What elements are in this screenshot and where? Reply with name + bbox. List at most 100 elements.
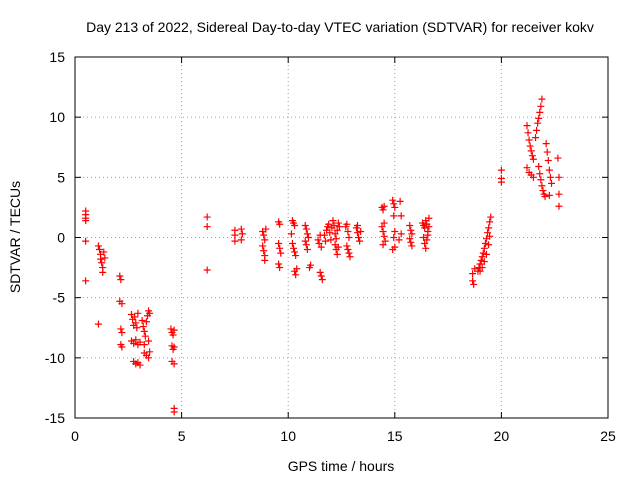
data-point bbox=[138, 317, 146, 325]
data-point bbox=[390, 212, 398, 220]
data-point bbox=[146, 309, 154, 317]
data-point bbox=[142, 318, 150, 326]
data-point bbox=[306, 264, 314, 272]
data-point bbox=[470, 280, 478, 288]
data-point bbox=[140, 327, 148, 335]
data-point bbox=[525, 136, 533, 144]
data-point bbox=[116, 272, 124, 280]
data-point bbox=[170, 360, 178, 368]
data-point bbox=[139, 323, 147, 331]
data-points bbox=[82, 95, 563, 416]
data-point bbox=[170, 408, 178, 416]
data-point bbox=[170, 343, 178, 351]
y-axis-label: SDTVAR / TECUs bbox=[7, 181, 23, 293]
data-point bbox=[301, 221, 309, 229]
data-point bbox=[480, 258, 488, 266]
data-point bbox=[302, 241, 310, 249]
data-point bbox=[484, 229, 492, 237]
data-point bbox=[136, 361, 144, 369]
data-point bbox=[331, 230, 339, 238]
data-point bbox=[332, 235, 340, 243]
x-tick-label: 0 bbox=[71, 428, 79, 444]
x-tick-label: 10 bbox=[280, 428, 296, 444]
data-point bbox=[325, 220, 333, 228]
data-point bbox=[476, 260, 484, 268]
data-point bbox=[101, 254, 109, 262]
data-point bbox=[345, 234, 353, 241]
data-point bbox=[536, 170, 544, 178]
data-point bbox=[397, 230, 405, 238]
data-point bbox=[99, 268, 107, 276]
data-point bbox=[318, 276, 326, 284]
data-point bbox=[343, 220, 351, 228]
data-point bbox=[343, 242, 351, 250]
data-point bbox=[535, 163, 543, 171]
data-point bbox=[390, 200, 398, 208]
data-point bbox=[391, 203, 399, 211]
x-tick-label: 15 bbox=[387, 428, 403, 444]
data-point bbox=[231, 237, 239, 245]
data-point bbox=[544, 156, 552, 164]
data-point bbox=[545, 166, 553, 174]
data-point bbox=[546, 173, 554, 181]
data-point bbox=[132, 336, 140, 344]
data-point bbox=[537, 176, 545, 184]
data-point bbox=[320, 231, 328, 239]
data-point bbox=[140, 341, 148, 349]
data-point bbox=[407, 238, 415, 246]
data-point bbox=[532, 134, 540, 142]
data-point bbox=[408, 242, 416, 250]
data-point bbox=[379, 227, 387, 235]
data-point bbox=[356, 237, 364, 245]
data-point bbox=[379, 206, 387, 214]
data-point bbox=[276, 264, 284, 272]
data-point bbox=[134, 309, 142, 317]
data-point bbox=[276, 244, 284, 252]
data-point bbox=[117, 276, 125, 284]
data-point bbox=[543, 148, 551, 156]
data-point bbox=[378, 223, 386, 231]
data-point bbox=[523, 164, 531, 172]
data-point bbox=[303, 246, 311, 254]
data-point bbox=[390, 234, 398, 241]
data-point bbox=[344, 246, 352, 254]
data-point bbox=[276, 220, 284, 228]
x-tick-label: 5 bbox=[178, 428, 186, 444]
data-point bbox=[291, 248, 299, 256]
data-point bbox=[292, 271, 300, 279]
data-point bbox=[526, 142, 534, 150]
plot-frame bbox=[74, 56, 609, 419]
data-point bbox=[421, 224, 429, 232]
data-point bbox=[397, 212, 405, 220]
data-point bbox=[130, 339, 138, 347]
data-point bbox=[317, 243, 325, 251]
x-tick-label: 20 bbox=[494, 428, 510, 444]
data-point bbox=[425, 223, 433, 231]
data-point bbox=[327, 236, 335, 244]
data-point bbox=[100, 248, 108, 256]
data-point bbox=[335, 223, 343, 231]
data-point bbox=[237, 236, 245, 244]
data-point bbox=[237, 225, 245, 233]
chart-title: Day 213 of 2022, Sidereal Day-to-day VTE… bbox=[86, 19, 594, 35]
data-point bbox=[407, 226, 415, 234]
data-point bbox=[287, 230, 295, 238]
data-point bbox=[380, 232, 388, 240]
data-point bbox=[542, 140, 550, 148]
data-point bbox=[333, 250, 341, 258]
data-point bbox=[396, 197, 404, 205]
data-point bbox=[133, 324, 141, 332]
data-point bbox=[330, 221, 338, 229]
data-point bbox=[345, 249, 353, 257]
data-point bbox=[529, 155, 537, 163]
data-point bbox=[82, 277, 90, 285]
data-point bbox=[82, 217, 90, 225]
data-point bbox=[329, 217, 337, 225]
data-point bbox=[422, 244, 430, 252]
data-point bbox=[391, 227, 399, 235]
data-point bbox=[118, 329, 126, 337]
data-point bbox=[333, 226, 341, 234]
data-point bbox=[395, 236, 403, 244]
data-point bbox=[275, 260, 283, 268]
data-point bbox=[391, 243, 399, 251]
